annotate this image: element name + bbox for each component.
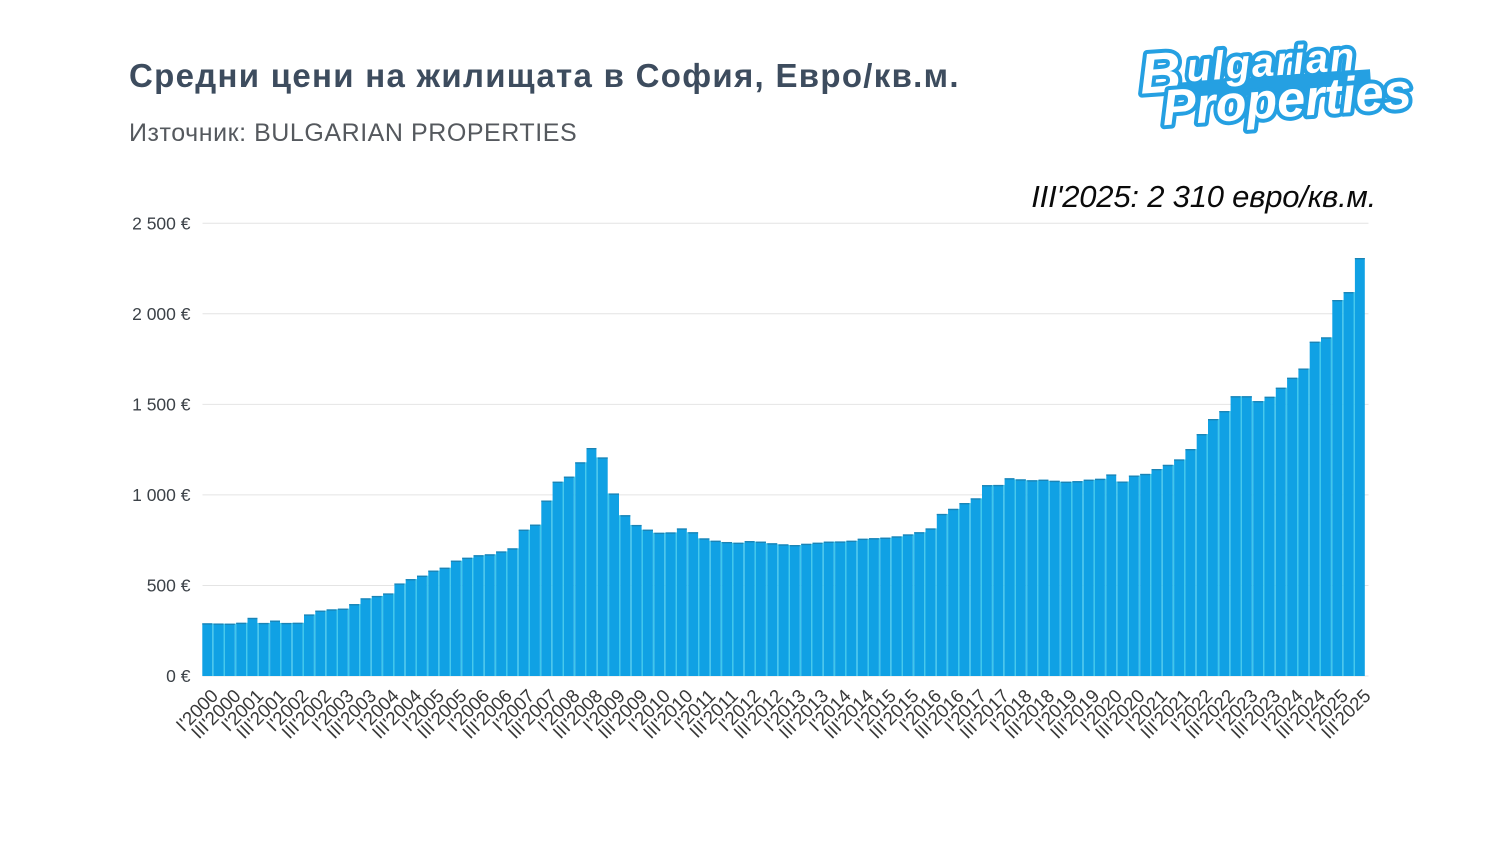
svg-text:2 000 €: 2 000 € [132,304,191,324]
svg-text:Източник: BULGARIAN PROPERTIES: Източник: BULGARIAN PROPERTIES [129,119,577,147]
svg-text:2 500 €: 2 500 € [132,214,191,234]
svg-text:1 000 €: 1 000 € [132,485,191,505]
svg-text:Средни цени на жилищата в Софи: Средни цени на жилищата в София, Евро/кв… [129,57,960,94]
svg-text:1 500 €: 1 500 € [132,395,191,415]
svg-text:III'2025: 2 310 евро/кв.м.: III'2025: 2 310 евро/кв.м. [1031,179,1376,214]
svg-text:B: B [1138,40,1184,107]
svg-text:500 €: 500 € [147,576,191,596]
svg-text:0 €: 0 € [166,666,191,686]
